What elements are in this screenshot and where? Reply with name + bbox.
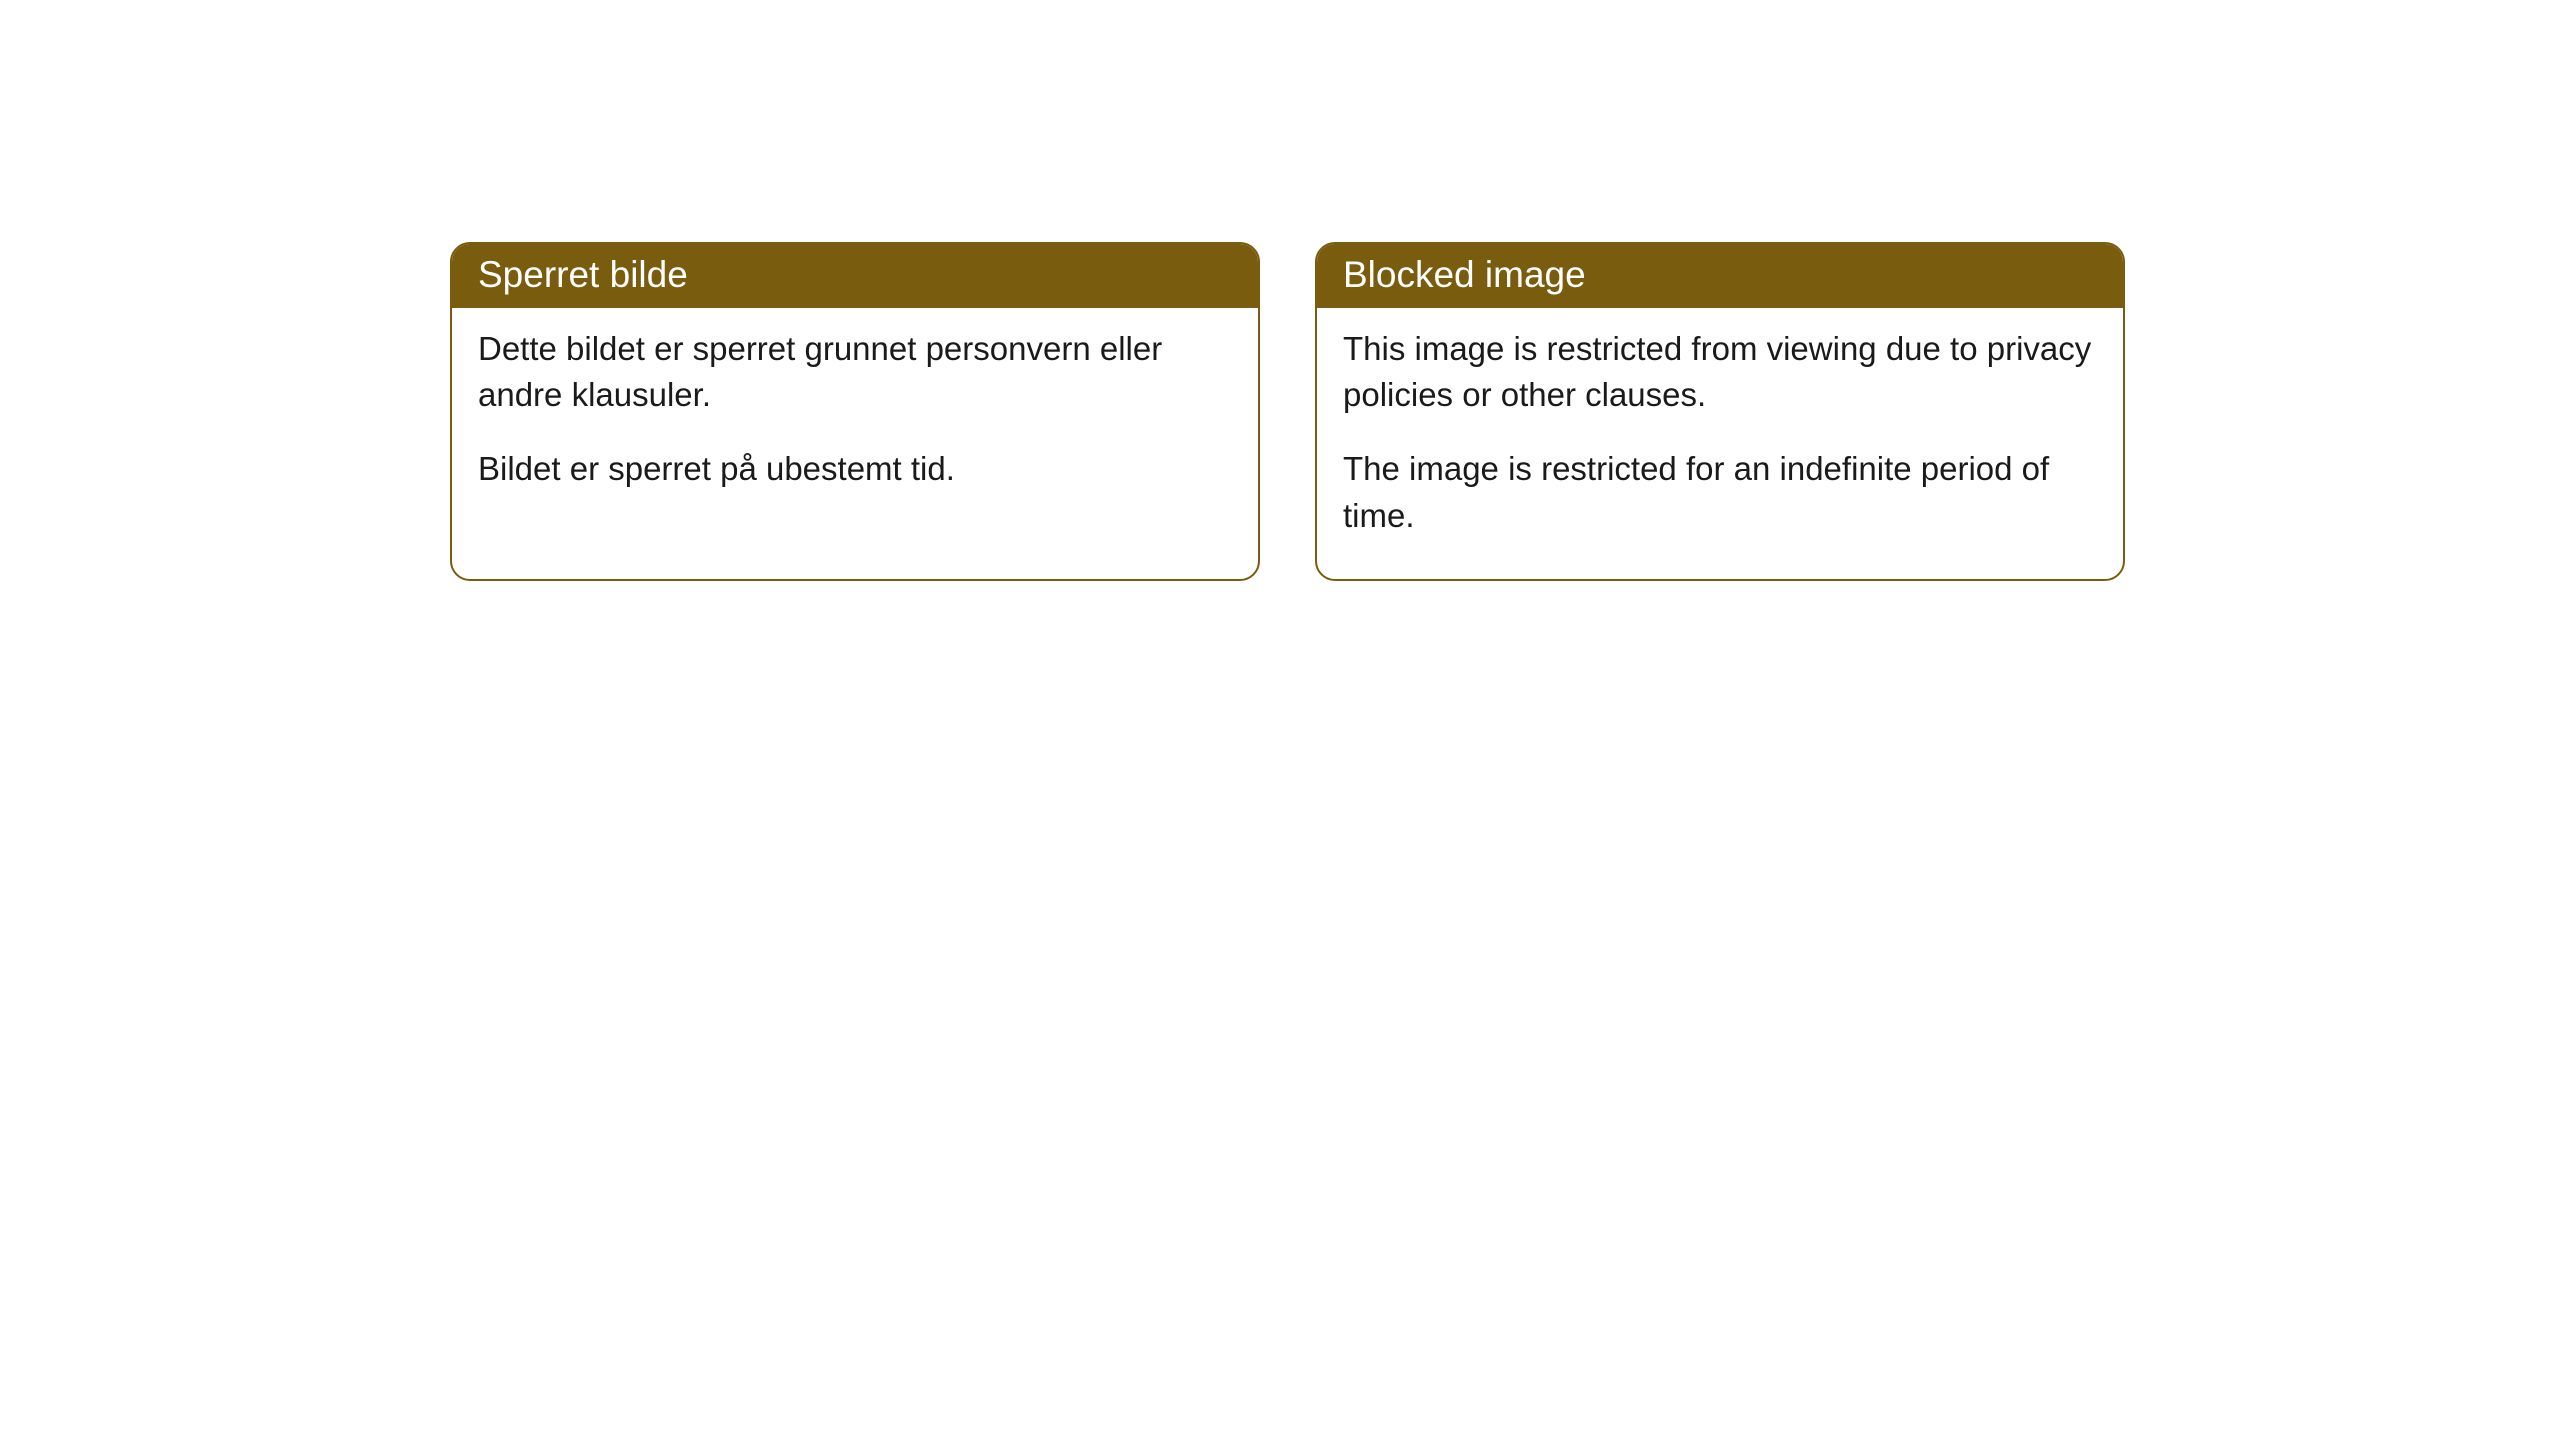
notice-title: Sperret bilde [478,254,688,295]
notice-header-english: Blocked image [1317,244,2123,308]
notice-body-norwegian: Dette bildet er sperret grunnet personve… [452,308,1258,533]
notice-container: Sperret bilde Dette bildet er sperret gr… [450,242,2125,581]
notice-paragraph: This image is restricted from viewing du… [1343,326,2097,418]
notice-card-norwegian: Sperret bilde Dette bildet er sperret gr… [450,242,1260,581]
notice-paragraph: Dette bildet er sperret grunnet personve… [478,326,1232,418]
notice-card-english: Blocked image This image is restricted f… [1315,242,2125,581]
notice-paragraph: Bildet er sperret på ubestemt tid. [478,446,1232,492]
notice-paragraph: The image is restricted for an indefinit… [1343,446,2097,538]
notice-title: Blocked image [1343,254,1586,295]
notice-body-english: This image is restricted from viewing du… [1317,308,2123,579]
notice-header-norwegian: Sperret bilde [452,244,1258,308]
